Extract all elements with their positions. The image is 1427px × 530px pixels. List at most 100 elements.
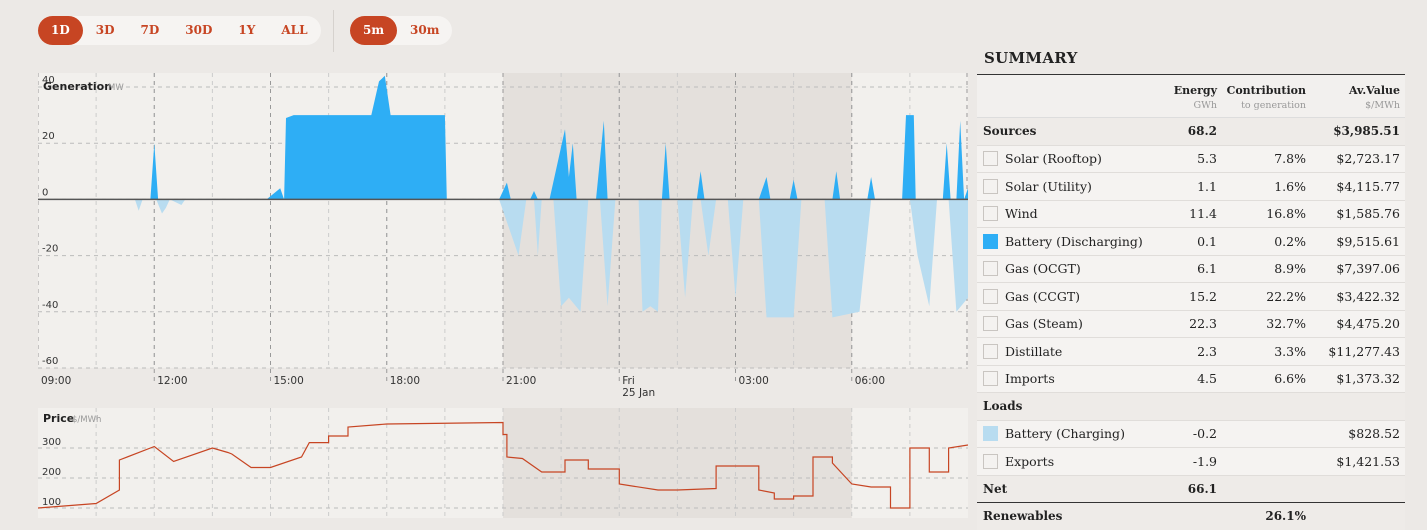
series-name: Gas (Steam) xyxy=(1005,316,1083,332)
x-tick-label: 12:00 xyxy=(157,375,187,387)
series-toggle-checkbox[interactable] xyxy=(983,316,998,332)
summary-title: SUMMARY xyxy=(977,44,1405,75)
price-y-tick-label: 300 xyxy=(42,437,61,448)
series-name: Exports xyxy=(1005,453,1055,469)
summary-row[interactable]: Exports -1.9 $1,421.53 xyxy=(977,448,1405,476)
loads-list: Battery (Charging) -0.2 $828.52 Exports -1.9… xyxy=(977,420,1405,476)
price-line[interactable] xyxy=(38,421,968,509)
series-toggle-checkbox[interactable] xyxy=(983,288,998,304)
series-toggle-checkbox[interactable] xyxy=(983,261,998,277)
av-value: $828.52 xyxy=(1348,426,1400,442)
series-name: Gas (CCGT) xyxy=(1005,288,1081,304)
series-toggle-checkbox[interactable] xyxy=(983,151,998,167)
contribution-value: 7.8% xyxy=(1274,151,1306,167)
series-name: Distillate xyxy=(1005,343,1063,359)
series-name: Battery (Discharging) xyxy=(1005,233,1143,249)
av-value: $1,421.53 xyxy=(1336,453,1400,469)
av-value: $11,277.43 xyxy=(1328,343,1400,359)
y-tick-label: -40 xyxy=(42,300,58,311)
x-tick-label: 09:00 xyxy=(41,375,71,387)
energy-value: 4.5 xyxy=(1197,371,1217,387)
y-tick-label: 0 xyxy=(42,187,48,198)
series-name: Battery (Charging) xyxy=(1005,426,1125,442)
x-tick-sublabel: 25 Jan xyxy=(622,387,655,399)
series-name: Imports xyxy=(1005,371,1055,387)
energy-value: 1.1 xyxy=(1197,178,1217,194)
range-button-5m[interactable]: 5m xyxy=(350,16,398,45)
energy-value: -0.2 xyxy=(1192,426,1217,442)
contribution-value: 3.3% xyxy=(1274,343,1306,359)
range-button-all[interactable]: ALL xyxy=(281,23,308,37)
av-value: $1,585.76 xyxy=(1336,206,1400,222)
contribution-header: Contribution to generation xyxy=(1226,84,1306,111)
range-button-30d[interactable]: 30D xyxy=(185,23,213,37)
toolbar-divider xyxy=(333,10,334,52)
price-title: Price xyxy=(43,412,74,425)
summary-row[interactable]: Solar (Rooftop) 5.3 7.8% $2,723.17 xyxy=(977,145,1405,173)
av-value: $2,723.17 xyxy=(1336,151,1400,167)
x-tick-label: 06:00 xyxy=(855,375,885,387)
contribution-value: 0.2% xyxy=(1274,233,1306,249)
price-y-tick-label: 200 xyxy=(42,467,61,478)
sources-list: Solar (Rooftop) 5.3 7.8% $2,723.17 Solar (Ut… xyxy=(977,145,1405,393)
y-tick-label: -20 xyxy=(42,244,58,255)
energy-value: 11.4 xyxy=(1189,206,1217,222)
generation-title: Generation xyxy=(43,80,112,93)
price-chart[interactable]: 300 200 100 Price$/MWh xyxy=(38,408,968,518)
summary-row[interactable]: Wind 11.4 16.8% $1,585.76 xyxy=(977,200,1405,228)
energy-value: 2.3 xyxy=(1197,343,1217,359)
battery-charging-area[interactable] xyxy=(38,199,968,318)
range-button-30m[interactable]: 30m xyxy=(410,23,440,37)
summary-panel: SUMMARY Energy GWh Contribution to generat… xyxy=(977,44,1405,530)
energy-value: 15.2 xyxy=(1189,288,1217,304)
summary-row[interactable]: Battery (Charging) -0.2 $828.52 xyxy=(977,420,1405,448)
series-name: Solar (Utility) xyxy=(1005,178,1092,194)
generation-chart[interactable]: 40 20 0 -20 -40 -60 09:00 12:00 15:00 18:00 21:00 F… xyxy=(37,73,968,403)
contribution-value: 1.6% xyxy=(1274,178,1306,194)
energy-value: -1.9 xyxy=(1192,453,1217,469)
summary-row[interactable]: Gas (OCGT) 6.1 8.9% $7,397.06 xyxy=(977,255,1405,283)
energy-value: 5.3 xyxy=(1197,151,1217,167)
range-button-7d[interactable]: 7D xyxy=(140,23,160,37)
renewables-row: Renewables 26.1% xyxy=(977,503,1405,530)
loads-row: Loads xyxy=(977,393,1405,421)
series-name: Solar (Rooftop) xyxy=(1005,151,1102,167)
range-button-1d[interactable]: 1D xyxy=(38,16,83,45)
price-y-tick-label: 100 xyxy=(42,497,61,508)
summary-row[interactable]: Gas (Steam) 22.3 32.7% $4,475.20 xyxy=(977,310,1405,338)
range-button-1y[interactable]: 1Y xyxy=(238,23,256,37)
av-value: $4,115.77 xyxy=(1336,178,1400,194)
energy-value: 6.1 xyxy=(1197,261,1217,277)
contribution-value: 6.6% xyxy=(1274,371,1306,387)
net-row: Net 66.1 xyxy=(977,475,1405,503)
summary-header: Energy GWh Contribution to generation Av.V… xyxy=(977,75,1405,118)
av-value: $9,515.61 xyxy=(1336,233,1400,249)
contribution-value: 32.7% xyxy=(1266,316,1306,332)
series-toggle-checkbox[interactable] xyxy=(983,371,998,387)
energy-value: 22.3 xyxy=(1189,316,1217,332)
series-toggle-checkbox[interactable] xyxy=(983,343,998,359)
summary-row[interactable]: Solar (Utility) 1.1 1.6% $4,115.77 xyxy=(977,173,1405,201)
summary-row[interactable]: Gas (CCGT) 15.2 22.2% $3,422.32 xyxy=(977,283,1405,311)
y-tick-label: 40 xyxy=(42,75,55,86)
av-value: $7,397.06 xyxy=(1336,261,1400,277)
series-toggle-checkbox[interactable] xyxy=(983,453,998,469)
series-toggle-checkbox[interactable] xyxy=(983,426,998,442)
contribution-value: 16.8% xyxy=(1266,206,1306,222)
x-tick-label: 21:00 xyxy=(506,375,536,387)
range-button-3d[interactable]: 3D xyxy=(95,23,115,37)
summary-row[interactable]: Battery (Discharging) 0.1 0.2% $9,515.61 xyxy=(977,228,1405,256)
charts-panel[interactable]: 40 20 0 -20 -40 -60 09:00 12:00 15:00 18:00 21:00 F… xyxy=(37,73,968,518)
series-toggle-checkbox[interactable] xyxy=(983,178,998,194)
energy-value: 0.1 xyxy=(1197,233,1217,249)
summary-row[interactable]: Imports 4.5 6.6% $1,373.32 xyxy=(977,365,1405,393)
av-value: $4,475.20 xyxy=(1336,316,1400,332)
energy-header: Energy GWh xyxy=(1173,84,1217,111)
x-tick-label: 15:00 xyxy=(274,375,304,387)
x-tick-label: 18:00 xyxy=(390,375,420,387)
summary-row[interactable]: Distillate 2.3 3.3% $11,277.43 xyxy=(977,338,1405,366)
series-name: Wind xyxy=(1005,206,1038,222)
series-toggle-checkbox[interactable] xyxy=(983,206,998,222)
range-button-group: 1D 3D 7D 30D 1Y ALL xyxy=(38,16,321,45)
series-toggle-checkbox[interactable] xyxy=(983,233,998,249)
